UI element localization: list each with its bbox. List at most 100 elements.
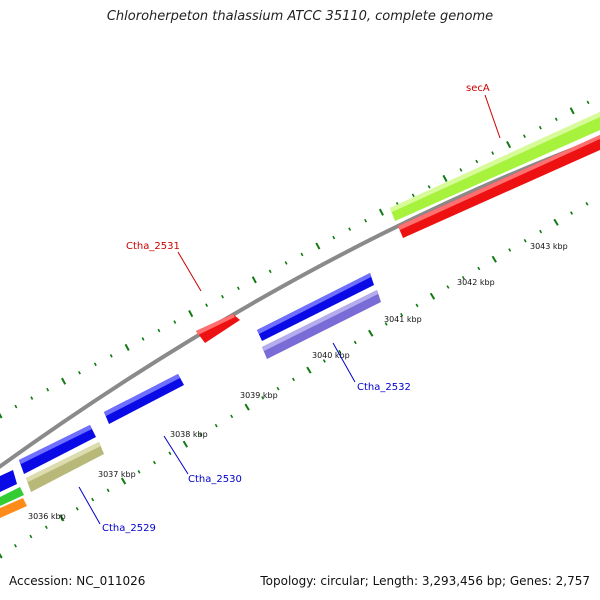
tick-mark <box>461 275 465 280</box>
kbp-label: 3038 kbp <box>170 430 208 439</box>
tick-mark <box>268 269 272 274</box>
tick-mark <box>91 497 95 502</box>
tick-mark <box>554 117 558 122</box>
tick-mark <box>75 507 79 511</box>
tick-mark <box>477 266 481 271</box>
tick-mark <box>230 414 234 419</box>
tick-mark <box>141 337 145 341</box>
tick-mark <box>315 242 321 250</box>
gene-label-ctha2529[interactable]: Ctha_2529 <box>102 523 156 534</box>
tick-mark <box>124 343 130 351</box>
tick-mark <box>46 387 50 392</box>
feature-ctha2530-blue-2[interactable] <box>19 425 96 474</box>
tick-mark <box>506 141 512 149</box>
tick-mark <box>538 125 542 130</box>
tick-mark <box>13 543 17 548</box>
tick-mark <box>491 255 497 263</box>
tick-mark <box>539 229 543 234</box>
tick-mark <box>442 174 448 182</box>
kbp-label: 3041 kbp <box>384 315 422 324</box>
tick-mark <box>491 151 495 155</box>
tick-mark <box>59 514 65 522</box>
tick-mark <box>109 354 113 358</box>
accession-text: Accession: NC_011026 <box>9 574 146 588</box>
tick-mark <box>306 366 312 374</box>
tick-mark <box>251 276 257 284</box>
tick-mark <box>188 310 194 318</box>
tick-mark <box>152 460 156 465</box>
feature-ctha2530-blue[interactable] <box>104 374 184 424</box>
leader-line-ctha2529 <box>78 486 101 525</box>
tick-mark <box>553 218 559 226</box>
tick-mark <box>61 377 67 385</box>
tick-mark <box>137 470 141 474</box>
gene-label-ctha2530[interactable]: Ctha_2530 <box>188 474 242 485</box>
tick-mark <box>29 534 33 539</box>
tick-mark <box>570 211 574 215</box>
feature-secA-lime[interactable] <box>390 112 600 221</box>
tick-mark <box>523 238 527 243</box>
tick-mark <box>459 168 463 172</box>
genome-summary-text: Topology: circular; Length: 3,293,456 bp… <box>260 574 590 588</box>
tick-mark <box>384 322 388 326</box>
feature-edge-green[interactable] <box>0 487 24 506</box>
genome-backbone <box>0 136 600 469</box>
tick-mark <box>364 218 368 223</box>
tick-mark <box>523 134 526 138</box>
tick-mark <box>276 386 280 391</box>
tick-mark <box>44 525 48 530</box>
tick-mark <box>415 303 419 308</box>
tick-mark <box>14 404 18 409</box>
kbp-label: 3039 kbp <box>240 391 278 400</box>
kbp-label: 3036 kbp <box>28 512 66 521</box>
feature-secA-red[interactable] <box>398 135 600 238</box>
tick-mark <box>378 208 384 216</box>
tick-mark <box>173 320 177 324</box>
tick-mark <box>261 396 265 400</box>
feature-edge-blue[interactable] <box>0 470 17 492</box>
tick-mark <box>585 202 589 206</box>
tick-mark <box>400 312 404 317</box>
gene-label-ctha2532[interactable]: Ctha_2532 <box>357 382 411 393</box>
tick-mark <box>244 403 250 411</box>
tick-mark <box>205 303 209 307</box>
tick-mark <box>586 100 590 105</box>
leader-line-ctha2531 <box>177 251 202 292</box>
kbp-label: 3037 kbp <box>98 470 136 479</box>
leader-line-ctha2530 <box>163 435 189 475</box>
tick-mark <box>182 440 189 448</box>
leader-line-ctha2532 <box>332 342 356 383</box>
kbp-label: 3042 kbp <box>457 278 495 287</box>
tick-mark <box>78 370 81 375</box>
feature-edge-orange[interactable] <box>0 498 27 518</box>
tick-mark <box>368 329 374 337</box>
tick-mark <box>221 294 224 299</box>
gene-label-ctha2531[interactable]: Ctha_2531 <box>126 241 180 252</box>
tick-mark <box>168 451 172 456</box>
kbp-label: 3040 kbp <box>312 351 350 360</box>
feature-ctha2532-blue[interactable] <box>257 273 374 341</box>
gene-label-secA[interactable]: secA <box>466 83 490 94</box>
tick-mark <box>157 328 161 333</box>
tick-marks <box>0 100 590 559</box>
tick-mark <box>348 227 352 231</box>
tick-mark <box>291 377 295 382</box>
leader-line-secA <box>484 94 501 139</box>
tick-mark <box>429 292 436 300</box>
tick-mark <box>353 340 357 345</box>
tick-mark <box>332 235 336 240</box>
tick-mark <box>199 433 203 437</box>
tick-mark <box>411 193 415 198</box>
tick-mark <box>322 359 326 363</box>
tick-mark <box>236 286 240 291</box>
tick-mark <box>508 248 512 252</box>
tick-mark <box>284 261 288 265</box>
tick-mark <box>214 423 218 428</box>
feature-ctha2531[interactable] <box>196 314 240 343</box>
feature-ctha2529-khaki[interactable] <box>26 442 104 492</box>
tick-mark <box>106 488 110 493</box>
kbp-label: 3043 kbp <box>530 242 568 251</box>
feature-ctha2532-purple[interactable] <box>262 290 381 359</box>
tick-mark <box>427 185 431 189</box>
tick-mark <box>0 412 3 419</box>
